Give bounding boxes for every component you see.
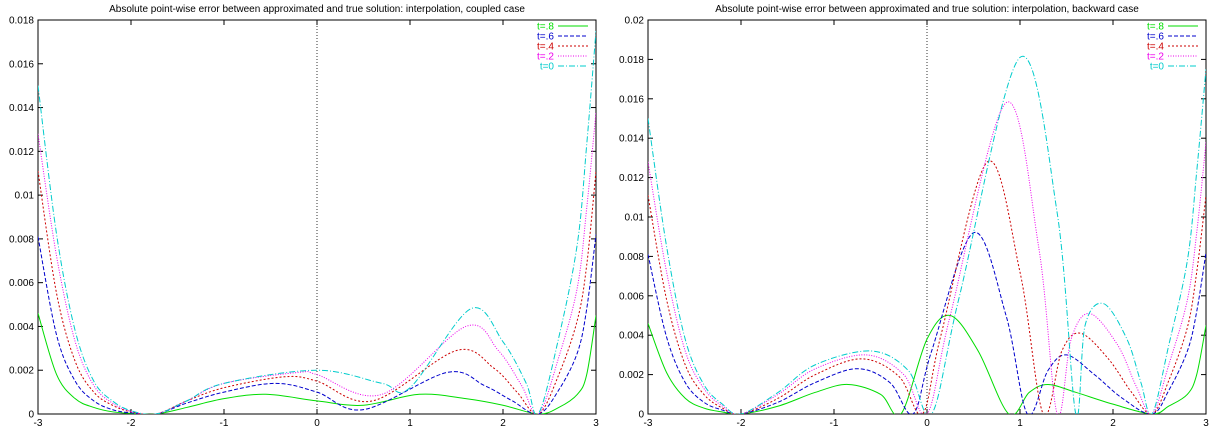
- legend-label: t=.4: [537, 42, 554, 53]
- legend-label: t=.6: [1147, 32, 1164, 43]
- x-tick-label: -3: [644, 418, 653, 429]
- legend-label: t=.2: [1147, 52, 1164, 63]
- x-tick-label: -1: [220, 418, 229, 429]
- x-tick-label: -2: [127, 418, 136, 429]
- y-tick-label: 0.014: [619, 134, 644, 145]
- y-tick-label: 0.014: [9, 103, 34, 114]
- y-tick-label: 0.016: [9, 59, 34, 70]
- legend-label: t=0: [540, 62, 555, 73]
- y-tick-label: 0.006: [9, 278, 34, 289]
- y-tick-label: 0.008: [9, 234, 34, 245]
- x-tick-label: 1: [1017, 418, 1023, 429]
- chart-title: Absolute point-wise error between approx…: [715, 4, 1139, 15]
- y-tick-label: 0.01: [625, 213, 645, 224]
- legend-label: t=.2: [537, 52, 554, 63]
- series-line-2: [648, 160, 1206, 414]
- x-tick-label: 2: [1110, 418, 1116, 429]
- y-tick-label: 0: [638, 410, 644, 421]
- x-tick-label: -1: [830, 418, 839, 429]
- y-tick-label: 0.002: [619, 370, 644, 381]
- x-tick-label: -3: [34, 418, 43, 429]
- plot-frame: [647, 19, 1207, 415]
- x-tick-label: 3: [593, 418, 599, 429]
- series-line-1: [648, 232, 1206, 414]
- series-line-2: [38, 170, 596, 414]
- x-tick-label: 0: [924, 418, 930, 429]
- legend-label: t=.4: [1147, 42, 1164, 53]
- y-tick-label: 0.01: [15, 191, 35, 202]
- x-tick-label: 3: [1203, 418, 1209, 429]
- x-tick-label: 2: [500, 418, 506, 429]
- legend-label: t=.8: [537, 22, 554, 33]
- series-line-4: [648, 55, 1206, 414]
- x-tick-label: -2: [737, 418, 746, 429]
- y-tick-label: 0.02: [625, 16, 645, 27]
- y-tick-label: 0.008: [619, 252, 644, 263]
- y-tick-label: 0.018: [9, 16, 34, 27]
- y-tick-label: 0.012: [9, 147, 34, 158]
- y-tick-label: 0.004: [619, 331, 644, 342]
- series-line-0: [38, 313, 596, 414]
- x-tick-label: 0: [314, 418, 320, 429]
- plot-frame: [37, 19, 597, 415]
- y-tick-label: 0.016: [619, 94, 644, 105]
- series-line-3: [38, 111, 596, 414]
- y-tick-label: 0.006: [619, 291, 644, 302]
- chart-backward-case: Absolute point-wise error between approx…: [610, 0, 1221, 441]
- series-line-1: [38, 234, 596, 414]
- y-tick-label: 0.018: [619, 55, 644, 66]
- y-tick-label: 0.012: [619, 173, 644, 184]
- y-tick-label: 0.004: [9, 322, 34, 333]
- chart-coupled-case: Absolute point-wise error between approx…: [9, 4, 599, 429]
- legend-label: t=.8: [1147, 22, 1164, 33]
- legend-label: t=.6: [537, 32, 554, 43]
- legend-label: t=0: [1150, 62, 1165, 73]
- x-tick-label: 1: [407, 418, 413, 429]
- series-line-4: [38, 30, 596, 414]
- series-line-3: [648, 101, 1206, 414]
- chart-backward-svg: Absolute point-wise error between approx…: [619, 4, 1209, 429]
- y-tick-label: 0: [28, 410, 34, 421]
- y-tick-label: 0.002: [9, 366, 34, 377]
- chart-title: Absolute point-wise error between approx…: [109, 4, 525, 15]
- chart-coupled-svg: Absolute point-wise error between approx…: [9, 4, 599, 429]
